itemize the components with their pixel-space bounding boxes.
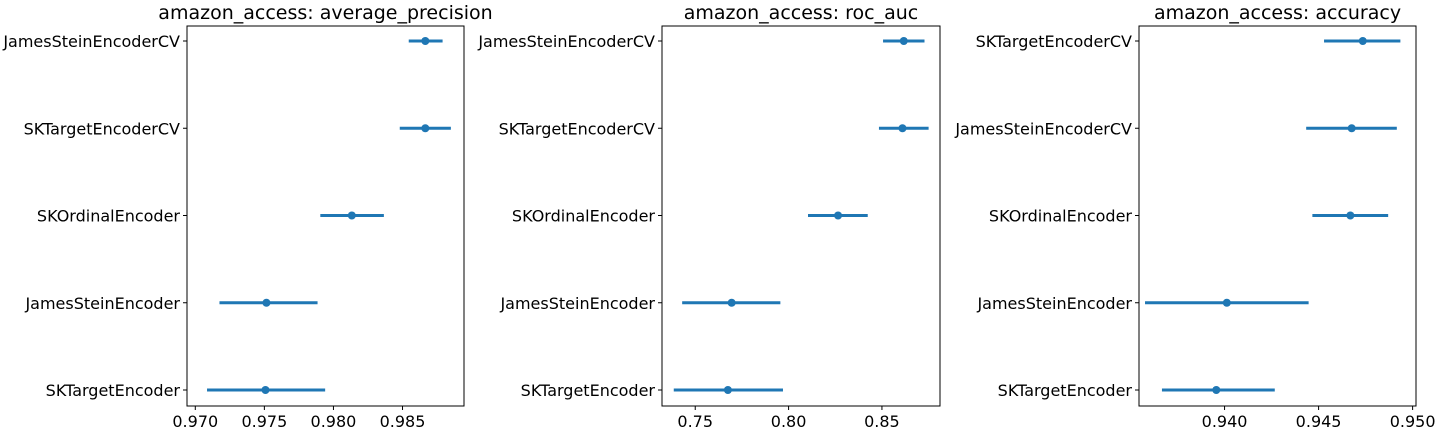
y-tick-label: SKOrdinalEncoder [37, 207, 180, 226]
chart-title-3: amazon_access: accuracy [1154, 2, 1401, 24]
x-tick-label: 0.980 [311, 412, 357, 431]
y-tick-label: SKTargetEncoder [998, 381, 1133, 400]
mean-point [1346, 211, 1355, 220]
mean-point [723, 386, 732, 394]
x-tick-label: 0.940 [1202, 412, 1248, 431]
y-tick-label: SKTargetEncoderCV [24, 119, 180, 138]
mean-point [1212, 386, 1221, 394]
y-tick-label: JamesSteinEncoderCV [954, 119, 1132, 138]
x-tick-label: 0.970 [172, 412, 218, 431]
mean-point [421, 37, 430, 45]
x-tick-label: 0.945 [1296, 412, 1342, 431]
x-tick-label: 0.975 [241, 412, 287, 431]
y-tick-label: SKTargetEncoder [521, 381, 656, 400]
y-tick-label: SKTargetEncoderCV [976, 32, 1132, 51]
y-tick-label: SKOrdinalEncoder [512, 207, 655, 226]
x-tick-label: 0.950 [1390, 412, 1436, 431]
x-tick-label: 0.985 [380, 412, 426, 431]
mean-point [898, 124, 907, 133]
y-tick-label: JamesSteinEncoder [499, 294, 655, 313]
chart-title-2: amazon_access: roc_auc [684, 2, 919, 24]
mean-point [1222, 298, 1231, 307]
mean-point [1347, 124, 1356, 133]
y-tick-label: JamesSteinEncoder [24, 294, 180, 313]
mean-point [262, 298, 271, 307]
axes-frame-2 [661, 25, 941, 407]
mean-point [727, 298, 736, 307]
chart-title-1: amazon_access: average_precision [158, 2, 492, 24]
y-tick-label: SKOrdinalEncoder [989, 207, 1132, 226]
mean-point [1358, 37, 1367, 45]
mean-point [834, 211, 843, 220]
mean-point [421, 124, 430, 133]
y-tick-label: SKTargetEncoder [46, 381, 181, 400]
mean-point [899, 37, 908, 45]
mean-point [347, 211, 356, 220]
y-tick-label: JamesSteinEncoderCV [2, 32, 180, 51]
y-tick-label: JamesSteinEncoder [976, 294, 1132, 313]
x-tick-label: 0.85 [864, 412, 900, 431]
y-tick-label: JamesSteinEncoderCV [477, 32, 655, 51]
x-tick-label: 0.80 [771, 412, 807, 431]
y-tick-label: SKTargetEncoderCV [499, 119, 655, 138]
mean-point [261, 386, 270, 394]
x-tick-label: 0.75 [677, 412, 713, 431]
